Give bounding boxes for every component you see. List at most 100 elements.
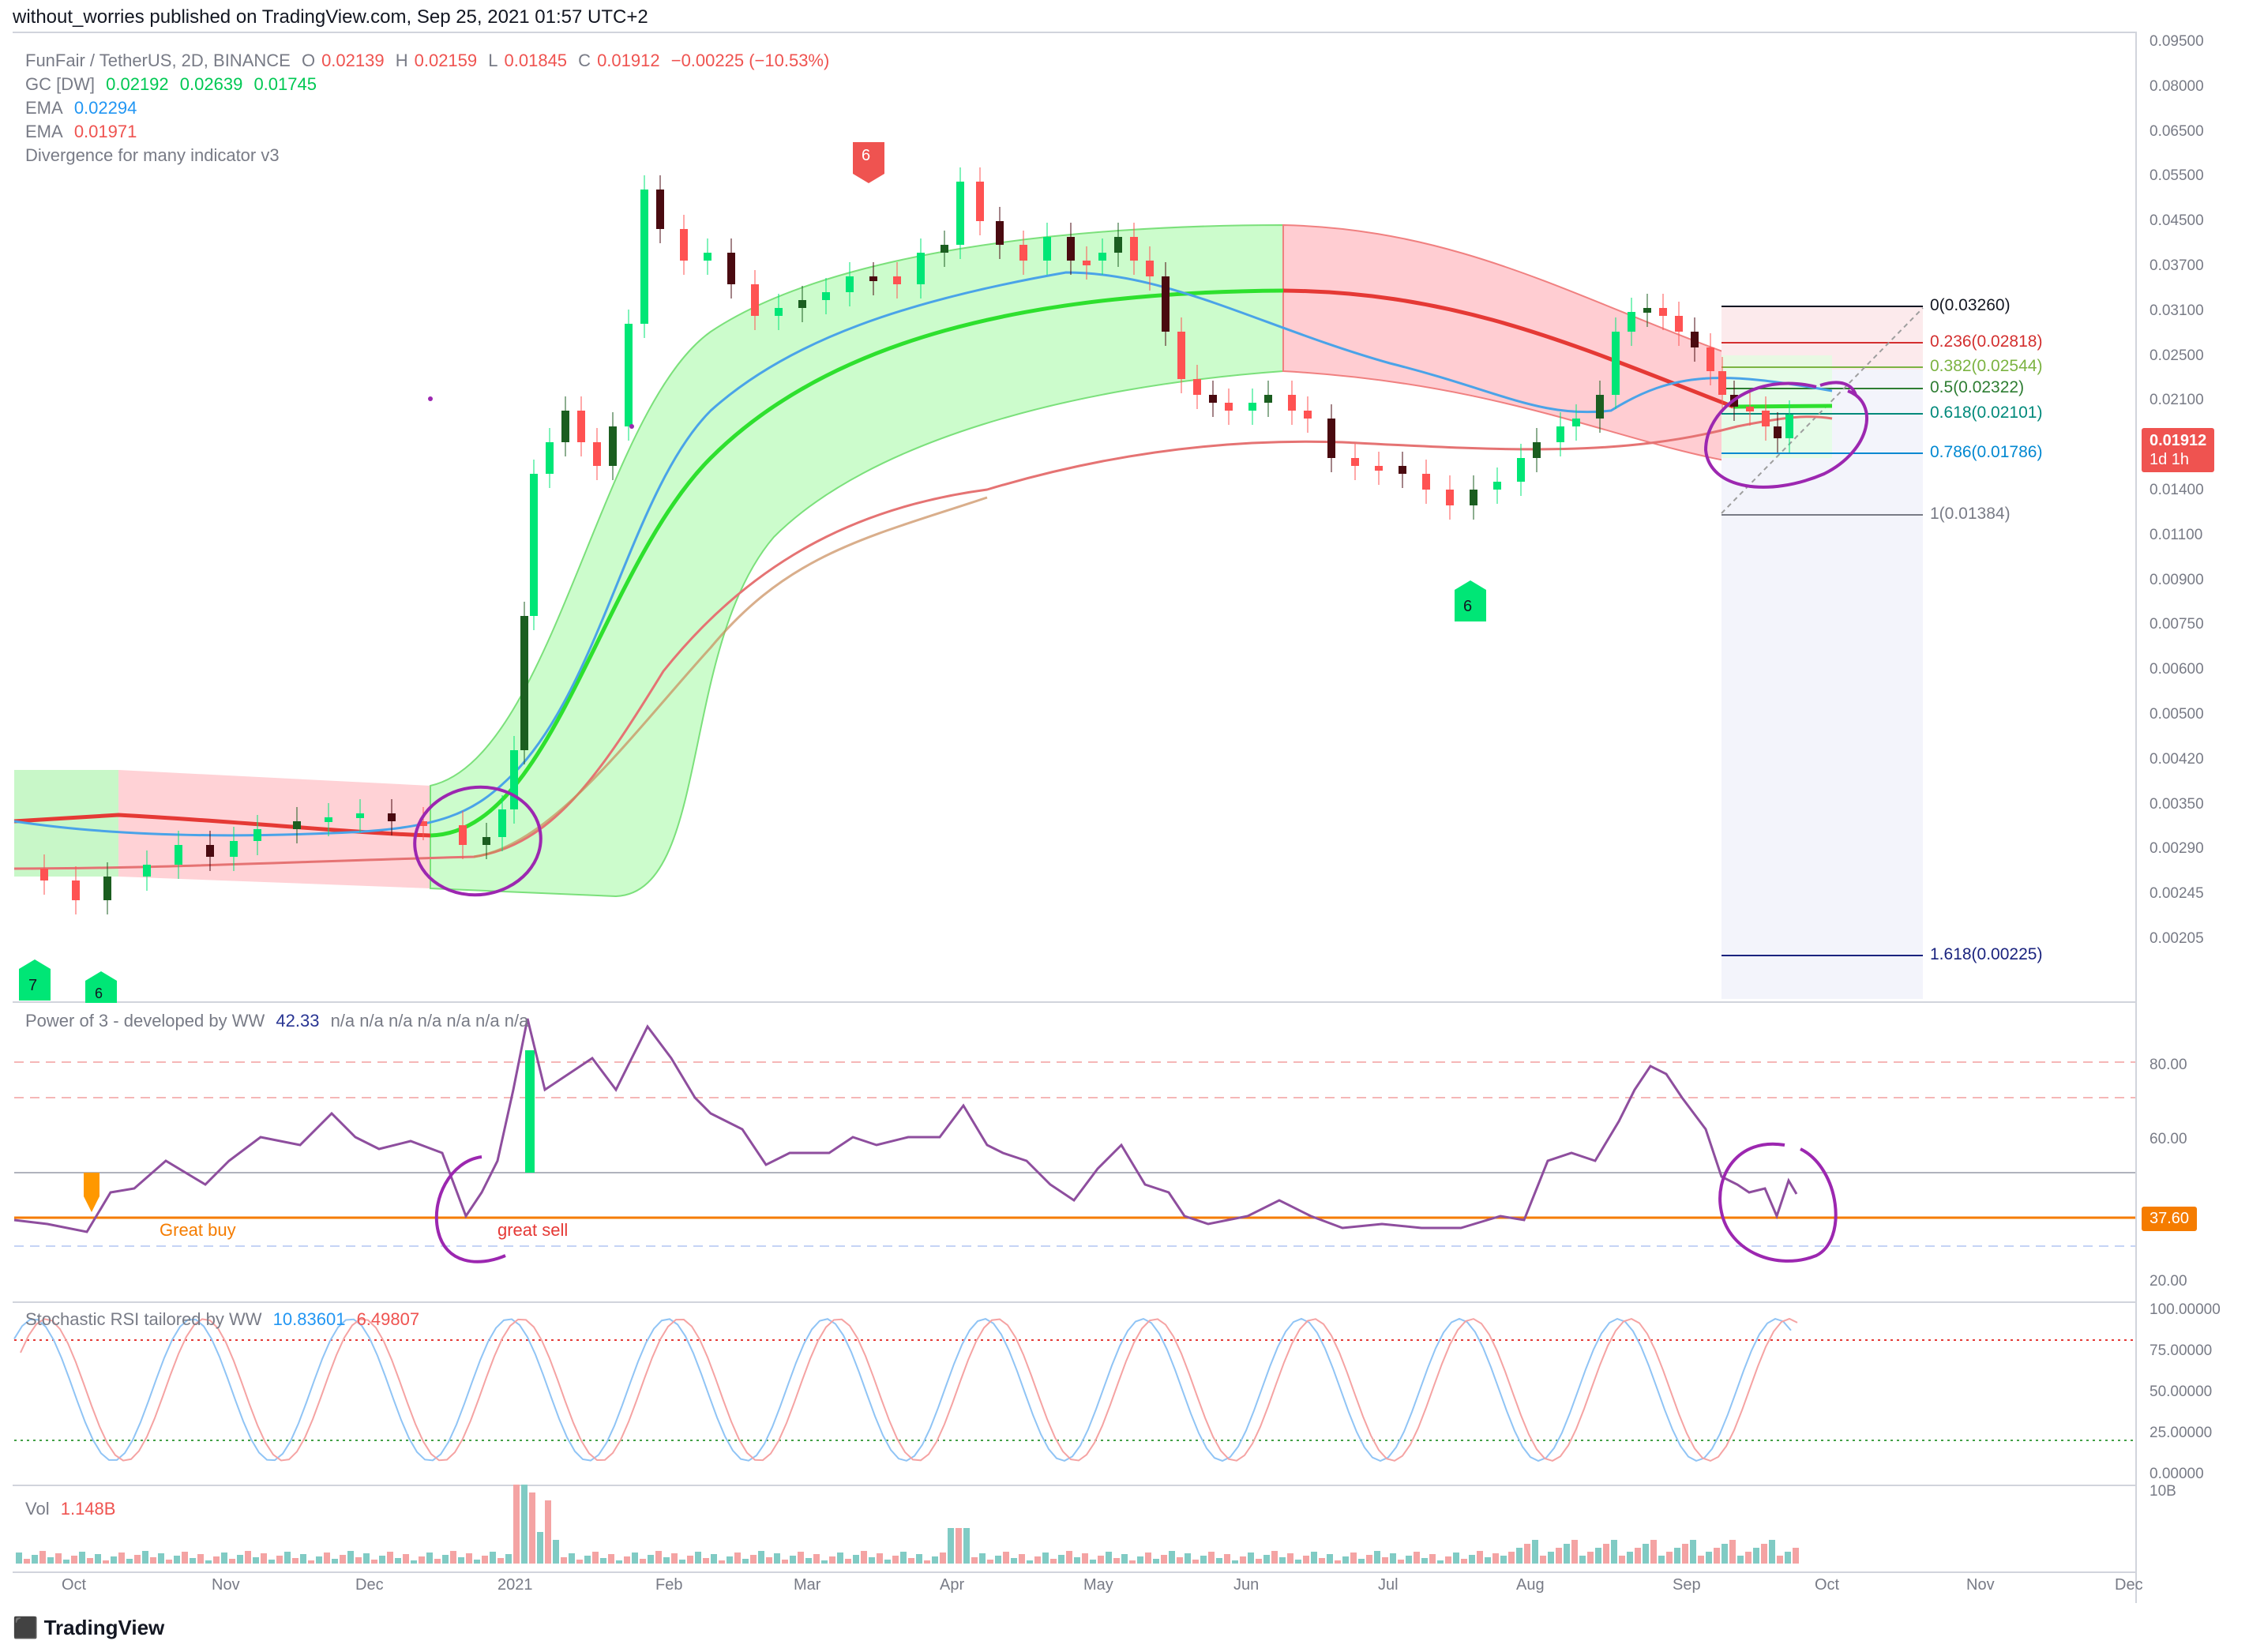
price-axis-label: 0.02100 [2150,392,2204,409]
annotation-circle-left [413,785,543,897]
stoch-d-line [20,1317,1798,1462]
candle-body [293,821,301,829]
time-axis-border [13,1571,2135,1573]
volume-bar [1453,1553,1459,1564]
candle-body [577,411,585,442]
vol-legend[interactable]: Vol 1.148B [25,1499,122,1519]
candles [40,167,1793,914]
candle-body [704,253,711,261]
volume-bar [1477,1551,1483,1564]
ema2-label: EMA [25,122,63,141]
low-label: L [488,51,498,70]
volume-bar [584,1556,591,1564]
candle-body [143,865,151,877]
candle-body [1130,237,1138,261]
volume-bar [1745,1552,1752,1564]
gc-mid-line-left [13,813,431,838]
volume-bar [908,1558,914,1564]
volume-bar [253,1557,259,1564]
candle-body [1288,395,1296,411]
pane-separator-1[interactable] [13,1001,2135,1003]
volume-bar [782,1560,788,1564]
volume-bar [1492,1553,1499,1564]
volume-bar [1540,1556,1546,1564]
great-buy-label: Great buy [160,1220,236,1240]
ema1-legend[interactable]: EMA 0.02294 [25,98,143,118]
volume-bar [229,1559,235,1564]
pane-separator-3[interactable] [13,1485,2135,1486]
volume-bar [1469,1555,1475,1564]
volume-bar [221,1553,227,1564]
volume-bar [1058,1555,1064,1564]
price-axis-label: 0.00420 [2150,750,2204,768]
volume-bar [537,1532,543,1564]
volume-bar [134,1555,141,1564]
candle-body [1264,395,1272,403]
candle-body [1146,261,1154,276]
ema1-value: 0.02294 [73,98,137,118]
tradingview-logo[interactable]: ⬛ TradingView [13,1616,164,1640]
ema2-legend[interactable]: EMA 0.01971 [25,122,143,142]
close-value: 0.01912 [597,51,660,70]
pow3-level-tag: 37.60 [2142,1207,2198,1231]
volume-bar [1666,1552,1673,1564]
volume-bar [340,1555,346,1564]
candle-body [1083,261,1091,265]
volume-bar [1327,1554,1333,1564]
volume-bar [182,1552,188,1564]
candle-body [1596,395,1604,419]
volume-bar [513,1485,520,1564]
pane-separator-2[interactable] [13,1301,2135,1303]
signal-bottom [1455,580,1486,621]
volume-bar [916,1554,922,1564]
volume-bar [1240,1556,1246,1564]
signal-left-b-count: 6 [95,986,103,1001]
tv-logo-icon: ⬛ [13,1616,39,1639]
volume-bar [695,1552,701,1564]
volume-bar [442,1555,449,1564]
volume-bar [1658,1556,1665,1564]
candle-body [727,253,735,284]
candle-body [1774,426,1782,438]
volume-bar [576,1560,583,1564]
stoch-k-line [13,1317,1792,1462]
volume-bar [1587,1552,1594,1564]
volume-bar [411,1560,417,1564]
gc-legend[interactable]: GC [DW] 0.02192 0.02639 0.01745 [25,74,323,95]
volume-bar [632,1553,638,1564]
volume-bar [703,1558,709,1564]
candle-body [1470,490,1477,505]
volume-bar [742,1559,749,1564]
volume-bar [300,1554,306,1564]
volume-bar [1721,1544,1728,1564]
volume-bar [1358,1559,1365,1564]
candle-body [1098,253,1106,261]
stoch-axis-label: 75.00000 [2150,1342,2213,1359]
volume-bar [963,1528,970,1564]
time-axis-label: May [1083,1576,1113,1594]
stoch-legend[interactable]: Stochastic RSI tailored by WW 10.83601 6… [25,1309,426,1330]
divergence-legend[interactable]: Divergence for many indicator v3 [25,145,286,166]
volume-bar [1121,1554,1128,1564]
volume-bar [561,1557,567,1564]
volume-bar [1319,1558,1325,1564]
candle-body [230,841,238,857]
high-value: 0.02159 [414,51,478,70]
volume-bar [592,1552,599,1564]
price-axis-label: 0.00750 [2150,616,2204,633]
candle-body [893,276,901,284]
volume-bar [1042,1553,1049,1564]
volume-bar [1690,1540,1696,1564]
volume-bar [197,1554,204,1564]
candle-body [1351,458,1359,466]
volume-bar [845,1559,851,1564]
volume-bar [426,1553,433,1564]
stoch-d-value: 6.49807 [356,1309,420,1329]
volume-bar [47,1557,54,1564]
pow3-value: 42.33 [276,1011,320,1031]
volume-bar [355,1557,362,1564]
volume-bar [948,1528,954,1564]
pow3-legend[interactable]: Power of 3 - developed by WW 42.33 n/a n… [25,1011,535,1031]
candle-body [388,813,396,821]
